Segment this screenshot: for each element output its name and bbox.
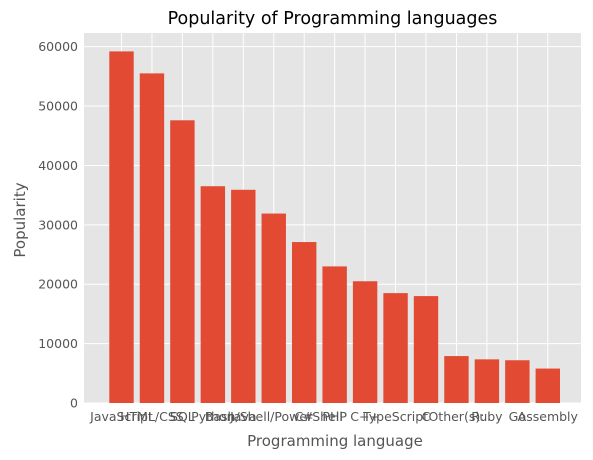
y-tick-label: 40000 bbox=[38, 158, 78, 173]
bar-c bbox=[292, 242, 317, 403]
x-tick-label: Java bbox=[229, 409, 256, 424]
x-tick-label: TypeScript bbox=[362, 409, 428, 424]
x-tick-label: Assembly bbox=[518, 409, 579, 424]
bar-c bbox=[413, 296, 439, 403]
x-tick-label: HTML/CSS bbox=[120, 409, 184, 424]
bar-bash-shell-powershell bbox=[261, 213, 286, 403]
bar-typescript bbox=[383, 293, 408, 403]
y-tick-labels: 0 10000 20000 30000 40000 50000 60000 bbox=[38, 39, 78, 410]
y-tick-label: 50000 bbox=[38, 99, 78, 114]
y-tick-label: 20000 bbox=[38, 277, 78, 292]
x-tick-label: C# bbox=[295, 409, 314, 424]
bar-c bbox=[352, 281, 378, 403]
x-tick-label: Bash/Shell/PowerShell bbox=[205, 409, 343, 424]
bar-sql bbox=[170, 120, 195, 403]
x-tick-label: C bbox=[422, 409, 431, 424]
y-tick-label: 10000 bbox=[38, 336, 78, 351]
x-tick-label: C++ bbox=[350, 409, 380, 424]
x-tick-label: JavaScript bbox=[89, 409, 153, 424]
x-tick-labels: JavaScriptHTML/CSSSQLPythonJavaBash/Shel… bbox=[89, 409, 578, 424]
x-tick-label: Python bbox=[191, 409, 234, 424]
bar-ruby bbox=[474, 359, 500, 403]
bar-other-s bbox=[444, 356, 469, 403]
x-tick-label: SQL bbox=[170, 409, 195, 424]
x-tick-label: Other(s): bbox=[428, 409, 484, 424]
bar-javascript bbox=[109, 51, 134, 403]
y-tick-label: 30000 bbox=[38, 217, 78, 232]
bar-python bbox=[200, 186, 226, 403]
bar-java bbox=[231, 189, 256, 403]
y-tick-label: 60000 bbox=[38, 39, 78, 54]
x-tick-label: Go bbox=[509, 409, 526, 424]
x-tick-label: PHP bbox=[322, 409, 347, 424]
bars bbox=[109, 51, 560, 404]
y-axis-title: Popularity bbox=[11, 182, 29, 257]
x-axis-title: Programming language bbox=[247, 432, 423, 450]
bar-go bbox=[505, 360, 530, 403]
chart-title: Popularity of Programming languages bbox=[168, 9, 498, 29]
y-tick-label: 0 bbox=[70, 396, 78, 411]
x-tick-label: Ruby bbox=[471, 409, 503, 424]
bar-html-css bbox=[139, 73, 165, 404]
bar-php bbox=[322, 266, 347, 403]
bar-assembly bbox=[535, 368, 560, 403]
